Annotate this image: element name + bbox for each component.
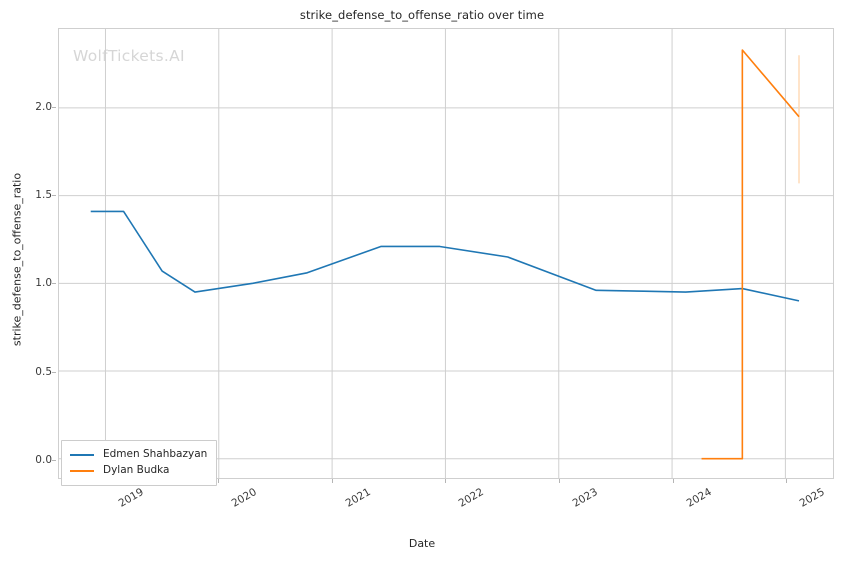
legend-item[interactable]: Edmen Shahbazyan — [70, 447, 207, 463]
y-axis-label: strike_defense_to_offense_ratio — [10, 172, 24, 347]
y-tick-label: 1.0 — [35, 277, 52, 290]
x-tick-mark — [786, 479, 788, 483]
y-axis: 0.0 0.5 1.0 1.5 2.0 — [0, 0, 56, 561]
x-tick-mark — [218, 479, 220, 483]
y-tick-label: 0.0 — [35, 453, 52, 466]
y-tick-mark — [52, 371, 56, 373]
y-tick-label: 2.0 — [35, 101, 52, 114]
y-tick-label: 0.5 — [35, 365, 52, 378]
chart-gridlines — [59, 29, 833, 478]
x-tick-label: 2019 — [116, 486, 146, 510]
chart-series-lines — [90, 49, 800, 460]
legend-color-swatch — [70, 454, 94, 456]
x-tick-label: 2022 — [457, 486, 487, 510]
x-tick-mark — [445, 479, 447, 483]
x-tick-label: 2020 — [229, 486, 259, 510]
x-axis-label: Date — [408, 537, 436, 550]
y-tick-label: 1.5 — [35, 189, 52, 202]
y-tick-mark — [52, 459, 56, 461]
x-tick-mark — [559, 479, 561, 483]
legend-item-label: Edmen Shahbazyan — [103, 448, 208, 461]
legend-item-label: Dylan Budka — [103, 464, 170, 477]
plot-area: WolfTickets.AI — [58, 28, 834, 479]
legend-item[interactable]: Dylan Budka — [70, 463, 207, 479]
y-tick-mark — [52, 107, 56, 109]
legend-color-swatch — [70, 470, 94, 472]
series-line-0 — [90, 210, 800, 302]
x-tick-mark — [672, 479, 674, 483]
x-tick-label: 2023 — [570, 486, 600, 510]
y-tick-mark — [52, 195, 56, 197]
series-line-1 — [701, 49, 800, 460]
chart-legend: Edmen Shahbazyan Dylan Budka — [61, 440, 218, 486]
x-tick-mark — [331, 479, 333, 483]
y-tick-mark — [52, 283, 56, 285]
x-tick-label: 2025 — [797, 486, 827, 510]
chart-title: strike_defense_to_offense_ratio over tim… — [299, 8, 545, 22]
x-tick-label: 2021 — [343, 486, 373, 510]
x-tick-label: 2024 — [684, 486, 714, 510]
